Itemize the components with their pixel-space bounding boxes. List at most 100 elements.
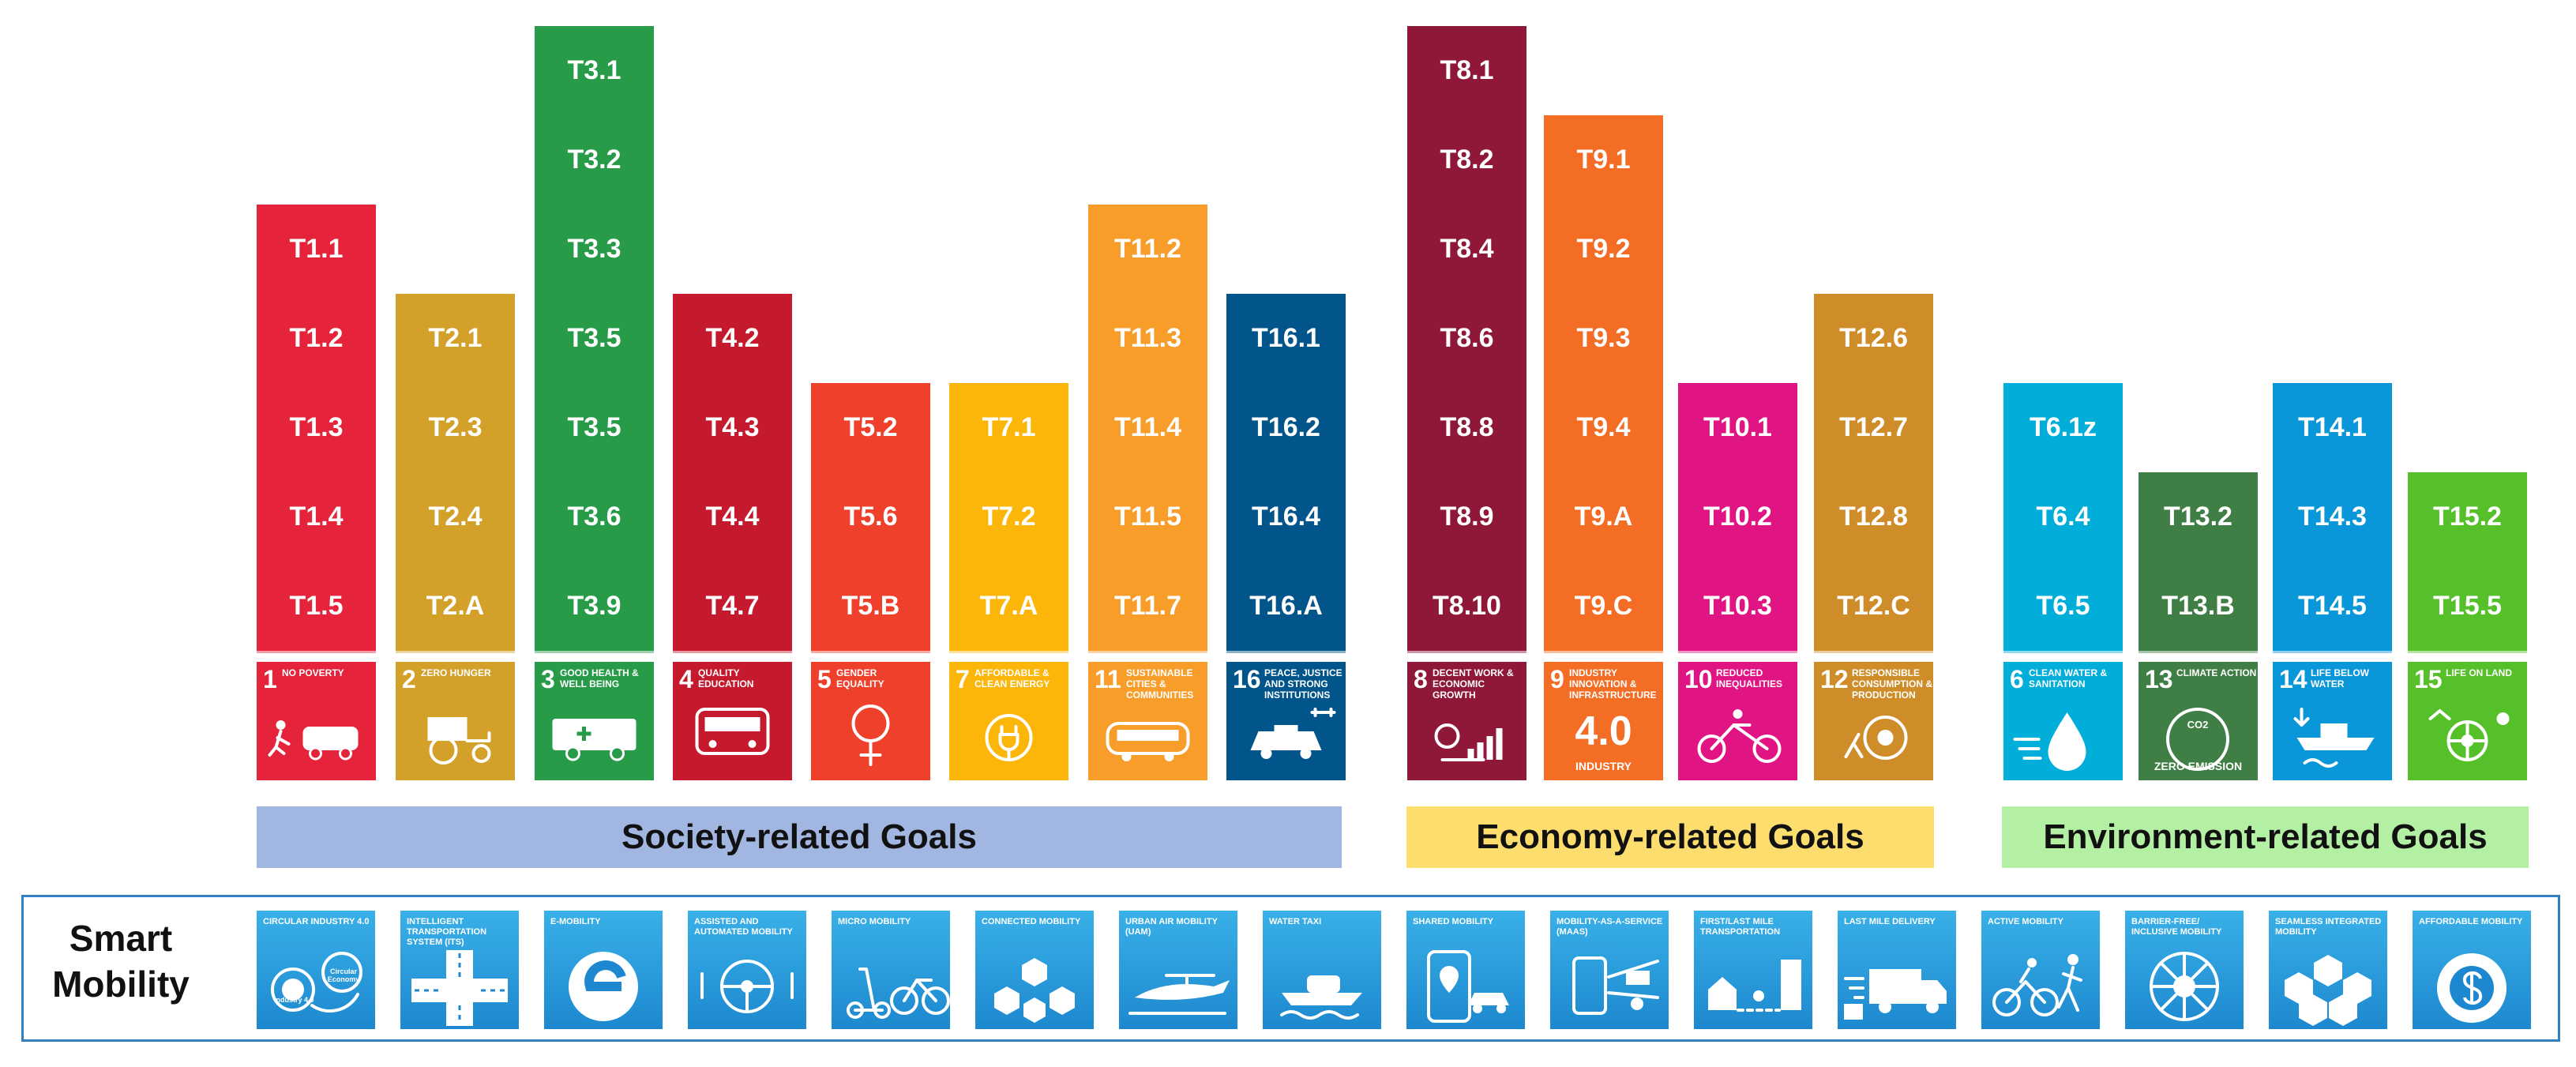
goal-number: 11 bbox=[1095, 665, 1121, 693]
goal-number: 2 bbox=[402, 665, 416, 693]
school-bus-icon bbox=[695, 708, 770, 755]
goal-label: Zero Hunger bbox=[421, 667, 491, 678]
goal-number: 15 bbox=[2414, 665, 2443, 693]
smart-mobility-tile-urban-air-mobility-uam: Urban Air Mobility (UAM) bbox=[1119, 911, 1237, 1029]
target-tile-t10-1: T10.1 bbox=[1678, 383, 1797, 475]
connected-vehicles-icon bbox=[994, 958, 1075, 1023]
dollar-tire-icon bbox=[2437, 953, 2507, 1023]
e-mobility-icon bbox=[569, 952, 638, 1021]
target-tile-t9-c: T9.C bbox=[1544, 562, 1663, 653]
smart-mobility-title-line1: Smart bbox=[69, 918, 173, 959]
goal-icon-caption: INDUSTRY bbox=[1575, 760, 1632, 772]
target-tile-t6-5: T6.5 bbox=[2003, 562, 2123, 653]
smart-mobility-tile-barrier-free-inclusive-mobility: Barrier-Free/ Inclusive Mobility bbox=[2125, 911, 2244, 1029]
target-tile-t12-8: T12.8 bbox=[1814, 472, 1933, 564]
goal-number: 1 bbox=[263, 665, 277, 693]
scooter-bicycle-icon bbox=[847, 967, 950, 1019]
gender-symbol-icon bbox=[851, 704, 890, 766]
smart-mobility-tile-label: Connected Mobility bbox=[982, 917, 1081, 926]
target-tile-t5-6: T5.6 bbox=[811, 472, 930, 564]
ambulance-icon bbox=[552, 719, 636, 761]
target-tile-t2-1: T2.1 bbox=[396, 294, 515, 385]
target-tile-t8-4: T8.4 bbox=[1407, 205, 1526, 296]
sdg12-goal-icon: 12 Responsible Consumption & Production bbox=[1814, 662, 1933, 780]
smart-mobility-tile-label: Active Mobility bbox=[1988, 917, 2063, 926]
sdg3-goal-icon: 3 Good Health & Well Being bbox=[535, 662, 654, 780]
smart-mobility-tile-intelligent-transportation-system-its: Intelligent Transportation System (ITS) bbox=[400, 911, 519, 1029]
target-tile-t8-8: T8.8 bbox=[1407, 383, 1526, 475]
target-tile-t9-4: T9.4 bbox=[1544, 383, 1663, 475]
smart-mobility-tile-label: Urban Air Mobility (UAM) bbox=[1125, 917, 1218, 937]
target-tile-t12-c: T12.C bbox=[1814, 562, 1933, 653]
target-tile-t2-4: T2.4 bbox=[396, 472, 515, 564]
smart-mobility-tile-label: First/Last Mile Transportation bbox=[1700, 917, 1781, 937]
target-tile-t16-2: T16.2 bbox=[1226, 383, 1346, 475]
police-car-drone-icon bbox=[1250, 708, 1336, 759]
sdg6-goal-icon: 6 Clean Water & Sanitation bbox=[2003, 662, 2123, 780]
wildlife-wheel-icon bbox=[2428, 709, 2510, 761]
growth-chart-icon bbox=[1434, 723, 1503, 761]
smart-mobility-tile-label: Mobility-as-a-Service (MaaS) bbox=[1556, 917, 1663, 937]
goal-label: Affordable & Clean Energy bbox=[974, 667, 1050, 689]
sdg9-goal-icon: 9 Industry Innovation & Infrastructure 4.… bbox=[1544, 662, 1663, 780]
goal-label: Peace, Justice and Strong Institutions bbox=[1264, 667, 1342, 701]
zero-emission-icon: CO2 bbox=[2166, 708, 2229, 771]
circular-economy-text: Circular Economy bbox=[327, 967, 360, 983]
target-tile-t7-1: T7.1 bbox=[949, 383, 1068, 475]
target-tile-t6-4: T6.4 bbox=[2003, 472, 2123, 564]
intersection-icon bbox=[411, 950, 508, 1026]
goal-number: 6 bbox=[2010, 665, 2024, 693]
smart-mobility-tile-seamless-integrated-mobility: Seamless Integrated Mobility bbox=[2269, 911, 2387, 1029]
target-tile-t12-7: T12.7 bbox=[1814, 383, 1933, 475]
sdg2-goal-icon: 2 Zero Hunger bbox=[396, 662, 515, 780]
water-drop-icon bbox=[2013, 712, 2086, 771]
goal-label: Responsible Consumption & Production bbox=[1852, 667, 1932, 701]
target-tile-t3-3: T3.3 bbox=[535, 205, 654, 296]
smart-mobility-tile-e-mobility: E-Mobility bbox=[544, 911, 663, 1029]
target-tile-t1-4: T1.4 bbox=[257, 472, 376, 564]
target-tile-t4-2: T4.2 bbox=[673, 294, 792, 385]
target-tile-t3-2: T3.2 bbox=[535, 115, 654, 207]
sdg11-goal-icon: 11 Sustainable Cities & Communities bbox=[1088, 662, 1207, 780]
sdg7-goal-icon: 7 Affordable & Clean Energy bbox=[949, 662, 1068, 780]
target-tile-t9-3: T9.3 bbox=[1544, 294, 1663, 385]
target-tile-t15-2: T15.2 bbox=[2408, 472, 2527, 564]
target-tile-t9-a: T9.A bbox=[1544, 472, 1663, 564]
integrated-hexagons-icon bbox=[2285, 955, 2371, 1026]
goal-label: Clean Water & Sanitation bbox=[2029, 667, 2108, 689]
smart-mobility-tile-last-mile-delivery: Last Mile Delivery bbox=[1838, 911, 1956, 1029]
goal-number: 5 bbox=[817, 665, 832, 693]
delivery-truck-icon bbox=[1844, 969, 1947, 1020]
goal-label: Good Health & Well Being bbox=[560, 667, 639, 689]
ship-fish-icon bbox=[2293, 708, 2375, 768]
goal-number: 7 bbox=[956, 665, 970, 693]
smart-mobility-tile-label: Water Taxi bbox=[1269, 917, 1322, 926]
air-taxi-icon bbox=[1128, 974, 1230, 1015]
running-person-car-icon bbox=[268, 720, 359, 761]
target-tile-t1-5: T1.5 bbox=[257, 562, 376, 653]
sdg8-goal-icon: 8 Decent Work & Economic Growth bbox=[1407, 662, 1526, 780]
target-tile-t7-2: T7.2 bbox=[949, 472, 1068, 564]
target-tile-t11-7: T11.7 bbox=[1088, 562, 1207, 653]
goal-number: 12 bbox=[1820, 665, 1849, 693]
target-tile-t3-1: T3.1 bbox=[535, 26, 654, 118]
goal-label: Reduced Inequalities bbox=[1716, 667, 1783, 689]
sdg15-goal-icon: 15 Life on Land bbox=[2408, 662, 2527, 780]
smart-mobility-tile-label: Affordable Mobility bbox=[2419, 917, 2523, 926]
goal-label: Quality Education bbox=[698, 667, 754, 689]
target-tile-t11-4: T11.4 bbox=[1088, 383, 1207, 475]
target-tile-t14-5: T14.5 bbox=[2273, 562, 2392, 653]
smart-mobility-tile-affordable-mobility: Affordable Mobility bbox=[2413, 911, 2531, 1029]
sdg5-goal-icon: 5 Gender Equality bbox=[811, 662, 930, 780]
economy-goals-band: Economy-related Goals bbox=[1406, 806, 1934, 868]
maas-phone-icon bbox=[1572, 956, 1659, 1015]
smart-mobility-tile-mobility-as-a-service-maas: Mobility-as-a-Service (MaaS) bbox=[1550, 911, 1669, 1029]
smart-mobility-tile-connected-mobility: Connected Mobility bbox=[975, 911, 1094, 1029]
goal-number: 3 bbox=[541, 665, 555, 693]
target-tile-t12-6: T12.6 bbox=[1814, 294, 1933, 385]
inclusive-wheel-icon bbox=[2150, 952, 2219, 1021]
goal-number: 8 bbox=[1414, 665, 1428, 693]
sdg10-goal-icon: 10 Reduced Inequalities bbox=[1678, 662, 1797, 780]
target-tile-t8-9: T8.9 bbox=[1407, 472, 1526, 564]
smart-mobility-tile-first-last-mile-transportation: First/Last Mile Transportation bbox=[1694, 911, 1812, 1029]
